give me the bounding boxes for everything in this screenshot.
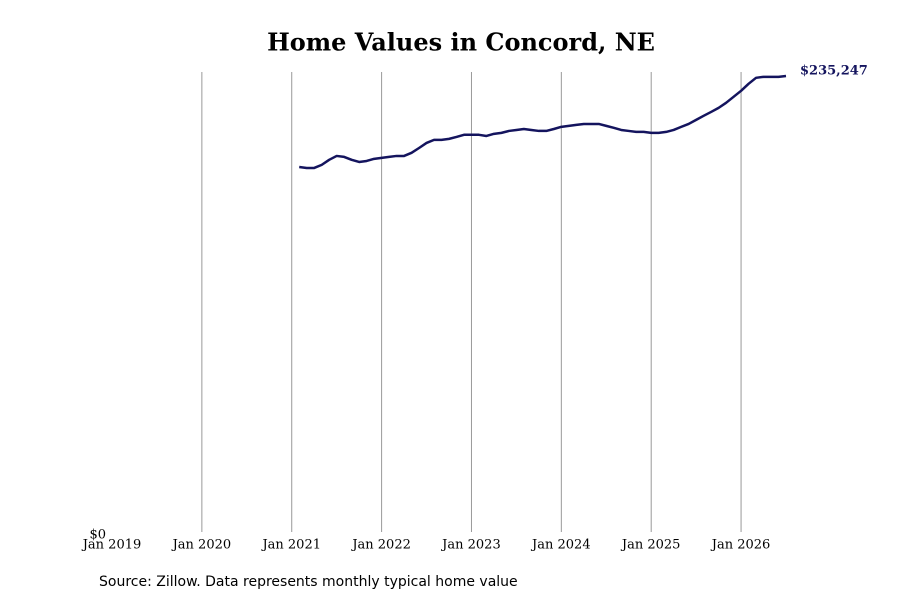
x-tick-label: Jan 2023 <box>440 538 501 553</box>
x-tick-label: Jan 2024 <box>530 538 591 553</box>
x-tick-label: Jan 2021 <box>260 538 321 553</box>
chart-title: Home Values in Concord, NE <box>267 28 655 57</box>
x-tick-label: Jan 2022 <box>350 538 411 553</box>
y-tick-label: $0 <box>89 528 106 543</box>
x-tick-label: Jan 2026 <box>710 538 771 553</box>
line <box>299 74 787 170</box>
x-tick-label: Jan 2025 <box>620 538 681 553</box>
source-note: Source: Zillow. Data represents monthly … <box>99 574 518 590</box>
value-label: $235,247 <box>800 63 868 78</box>
x-tick-label: Jan 2019 <box>81 538 142 553</box>
x-tick-label: Jan 2020 <box>171 538 232 553</box>
